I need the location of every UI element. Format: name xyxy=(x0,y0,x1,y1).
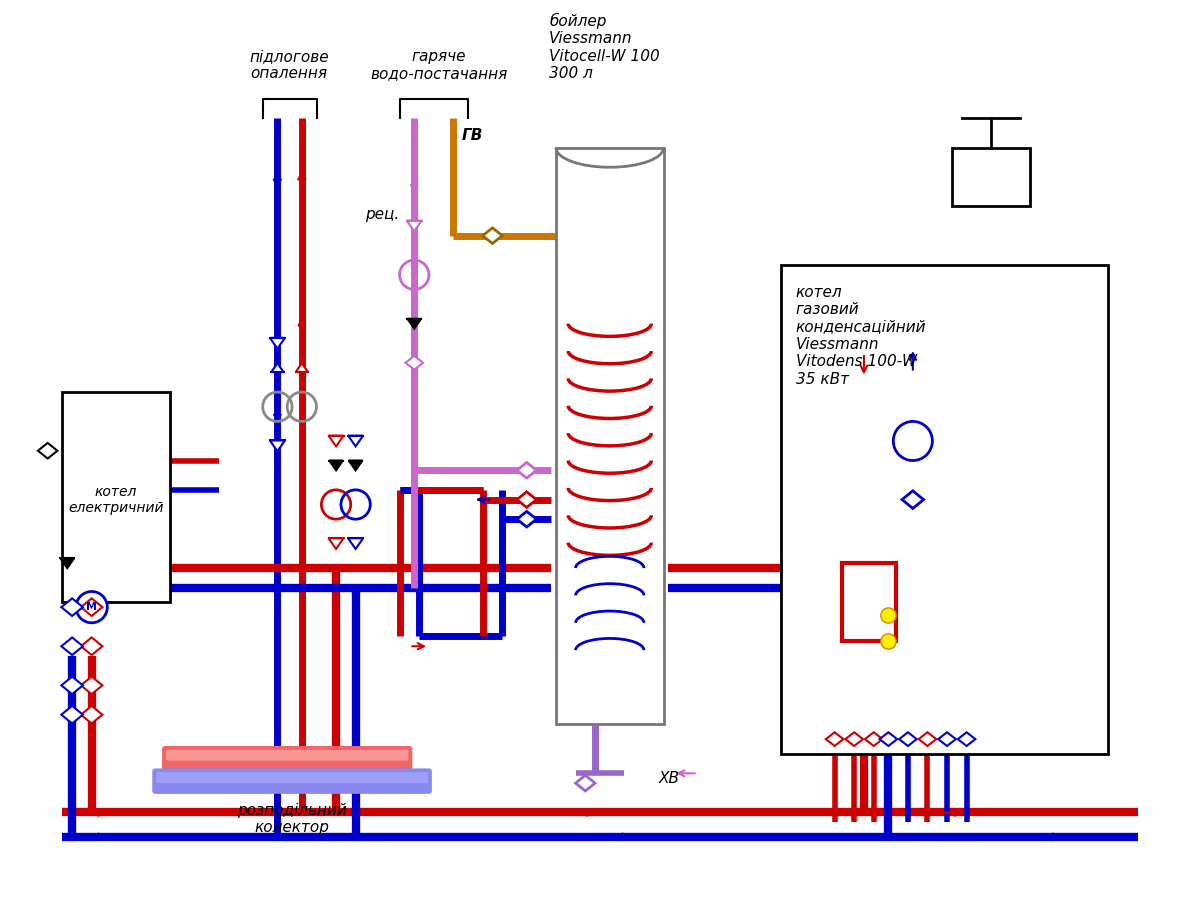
Bar xyxy=(952,148,1030,207)
Text: підлогове
опалення: підлогове опалення xyxy=(250,49,329,81)
Polygon shape xyxy=(60,558,74,568)
Polygon shape xyxy=(80,598,102,616)
Polygon shape xyxy=(349,460,362,471)
FancyBboxPatch shape xyxy=(156,772,428,783)
Polygon shape xyxy=(826,732,844,746)
Circle shape xyxy=(76,592,107,623)
Polygon shape xyxy=(270,440,284,451)
Polygon shape xyxy=(348,539,364,549)
Text: бойлер
Viessmann
Vitocell-W 100
300 л: бойлер Viessmann Vitocell-W 100 300 л xyxy=(550,13,660,81)
Bar xyxy=(62,392,170,602)
Polygon shape xyxy=(482,228,503,244)
Polygon shape xyxy=(517,511,536,527)
Polygon shape xyxy=(348,436,364,447)
Polygon shape xyxy=(517,462,536,478)
Polygon shape xyxy=(61,638,83,655)
Polygon shape xyxy=(329,539,343,549)
Polygon shape xyxy=(80,638,102,655)
FancyBboxPatch shape xyxy=(152,768,432,794)
Text: розподільний
колектор: розподільний колектор xyxy=(238,802,347,835)
Text: ХВ: ХВ xyxy=(659,771,679,786)
Bar xyxy=(781,265,1109,754)
Polygon shape xyxy=(80,706,102,723)
Text: гаряче
водо-постачання: гаряче водо-постачання xyxy=(370,49,508,81)
Polygon shape xyxy=(517,492,536,507)
Polygon shape xyxy=(865,732,882,746)
Polygon shape xyxy=(270,338,284,348)
Polygon shape xyxy=(295,363,308,372)
FancyBboxPatch shape xyxy=(162,746,413,771)
Polygon shape xyxy=(329,436,343,447)
Text: рец.: рец. xyxy=(365,207,400,221)
Polygon shape xyxy=(938,732,956,746)
Text: котел
електричний: котел електричний xyxy=(68,484,164,515)
Polygon shape xyxy=(38,443,58,459)
Polygon shape xyxy=(880,732,898,746)
Text: ГВ: ГВ xyxy=(461,129,482,143)
Bar xyxy=(556,148,664,724)
Text: котел
газовий
конденсаційний
Viessmann
Vitodens 100-W
35 кВт: котел газовий конденсаційний Viessmann V… xyxy=(796,285,926,387)
Polygon shape xyxy=(899,732,917,746)
Polygon shape xyxy=(408,319,421,329)
Polygon shape xyxy=(329,460,343,471)
Polygon shape xyxy=(80,676,102,694)
FancyBboxPatch shape xyxy=(166,750,408,761)
Bar xyxy=(842,563,896,641)
Polygon shape xyxy=(61,598,83,616)
Polygon shape xyxy=(958,732,976,746)
Polygon shape xyxy=(576,776,595,791)
Polygon shape xyxy=(902,491,924,508)
Polygon shape xyxy=(845,732,863,746)
Text: M: M xyxy=(86,602,97,612)
Polygon shape xyxy=(919,732,936,746)
Polygon shape xyxy=(61,706,83,723)
Polygon shape xyxy=(61,676,83,694)
Polygon shape xyxy=(406,356,424,369)
Polygon shape xyxy=(407,221,421,232)
Polygon shape xyxy=(271,363,283,372)
